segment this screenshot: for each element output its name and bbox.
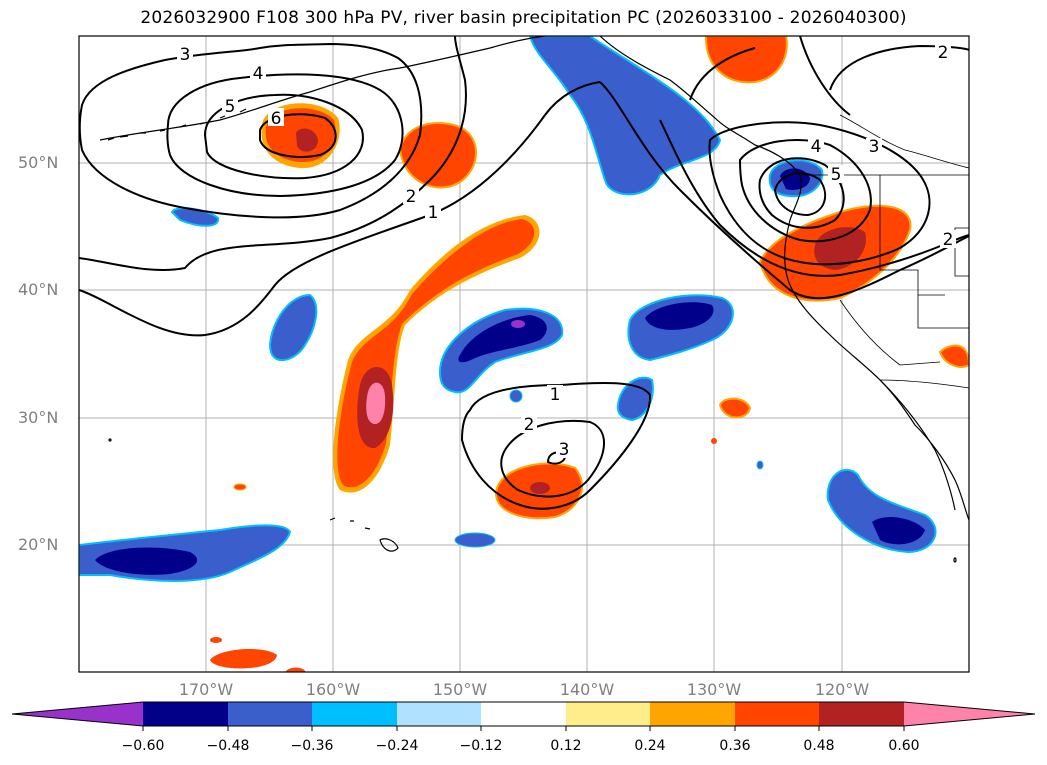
coastlines <box>99 36 969 563</box>
colorbar-segment <box>650 702 735 726</box>
colorbar-tick-label: −0.48 <box>206 738 250 754</box>
pv-contour-pnw-5 <box>758 157 845 229</box>
pos-anomaly-east-edge <box>938 344 969 368</box>
colorbar-tick-label: 0.12 <box>550 738 582 754</box>
lon-label-160w: 160°W <box>305 680 361 699</box>
figure-title: 2026032900 F108 300 hPa PV, river basin … <box>140 8 907 28</box>
colorbar-segment <box>143 702 228 726</box>
pv-contour-aleutian-4 <box>166 73 404 198</box>
contour-label: 3 <box>559 440 570 460</box>
neg-anomaly-west <box>268 293 318 362</box>
contour-label: 3 <box>869 137 880 157</box>
lon-label-130w: 130°W <box>686 680 742 699</box>
coastline-aleutians <box>107 108 247 141</box>
pv-contour-pnw-outer <box>689 36 851 116</box>
colorbar-tick-label: −0.12 <box>459 738 503 754</box>
lon-label-150w: 150°W <box>432 680 488 699</box>
pv-contour-aleutian-5 <box>203 93 364 180</box>
coastline-hawaii <box>329 517 399 552</box>
contour-label: 6 <box>271 109 282 129</box>
coastline-alaska <box>99 36 546 141</box>
neg-anomaly-small-northwest <box>170 207 220 227</box>
pv-contour-pnw-1 <box>599 81 969 300</box>
contour-label: 5 <box>831 165 842 185</box>
colorbar-extend-min <box>12 702 143 726</box>
colorbar-tick-label: 0.48 <box>803 738 835 754</box>
contour-label: 2 <box>938 43 949 63</box>
contour-label: 3 <box>180 45 191 65</box>
lat-label-40n: 40°N <box>18 280 59 299</box>
colorbar-tick-label: 0.24 <box>634 738 666 754</box>
colorbar-segment <box>481 702 566 726</box>
neg-anomaly-southeast <box>826 469 937 554</box>
coastline-us-west <box>784 219 969 521</box>
pv-contour-northeast-2 <box>829 44 969 91</box>
contour-label: 4 <box>253 64 264 84</box>
coastline-bc-pnw <box>599 36 802 221</box>
colorbar-segment <box>228 702 312 726</box>
pv-contour-aleutian-6 <box>259 113 337 158</box>
colorbar-tick-label: −0.36 <box>290 738 334 754</box>
pos-anomaly-small-130w <box>718 397 752 419</box>
pv-contour-pnw-3 <box>708 121 931 266</box>
colorbar-segment <box>397 702 481 726</box>
contour-label: 1 <box>428 203 439 223</box>
pv-contour-aleutian-1 <box>79 81 601 337</box>
neg-anomaly-southwest <box>79 524 292 582</box>
colorbar-tick-label: 0.60 <box>888 738 920 754</box>
pv-contour-aleutian-2 <box>79 36 467 272</box>
pv-contour-subtrop-2 <box>500 419 605 498</box>
lon-label-120w: 120°W <box>814 680 870 699</box>
pos-anomaly-west-coast <box>758 204 912 302</box>
contour-label: 2 <box>943 230 954 250</box>
coastline-baja <box>879 379 956 511</box>
contour-label: 2 <box>406 187 417 207</box>
neg-anomaly-central <box>438 307 564 394</box>
colorbar-segment <box>819 702 904 726</box>
lon-label-170w: 170°W <box>178 680 234 699</box>
colorbar-extend-max <box>904 702 1035 726</box>
contour-label: 2 <box>524 415 535 435</box>
political-boundaries <box>800 114 969 389</box>
pos-anomaly-speck <box>285 667 306 672</box>
pv-contours <box>79 36 969 510</box>
colorbar <box>11 701 1036 731</box>
contour-label: 1 <box>550 385 561 405</box>
map-frame <box>78 35 970 673</box>
lat-label-20n: 20°N <box>18 535 59 554</box>
colorbar-segment <box>312 702 397 726</box>
neg-anomaly-east-central <box>627 294 734 362</box>
contour-label: 5 <box>225 97 236 117</box>
pv-contour-aleutian-3 <box>79 42 423 219</box>
colorbar-tick-label: 0.36 <box>719 738 751 754</box>
pos-anomaly-bottom-left <box>210 648 277 669</box>
pos-anomaly-north-top <box>704 36 788 84</box>
contour-label: 4 <box>811 137 822 157</box>
colorbar-tick-label: −0.24 <box>375 738 419 754</box>
colorbar-segment <box>566 702 650 726</box>
pv-contour-pnw-6 <box>773 172 827 217</box>
lon-label-140w: 140°W <box>559 680 615 699</box>
colorbar-segment <box>735 702 819 726</box>
colorbar-tick-label: −0.60 <box>121 738 165 754</box>
pv-contour-labels: 3 4 5 6 2 1 1 2 3 3 4 5 2 2 <box>177 43 956 460</box>
pos-anomaly-diagonal <box>333 215 540 493</box>
lat-label-50n: 50°N <box>18 153 59 172</box>
lat-label-30n: 30°N <box>18 408 59 427</box>
